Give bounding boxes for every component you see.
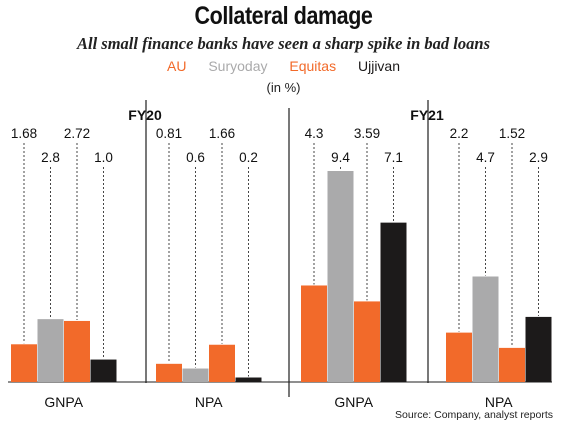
- data-label: 7.1: [384, 150, 403, 165]
- data-label: 1.68: [11, 126, 37, 141]
- data-label: 4.7: [476, 150, 495, 165]
- bar-au: [156, 363, 182, 382]
- data-label: 0.6: [186, 150, 205, 165]
- legend-suryoday: Suryoday: [208, 58, 268, 74]
- bar-equitas: [354, 301, 380, 382]
- data-label: 2.8: [41, 150, 60, 165]
- source-note: Source: Company, analyst reports: [395, 409, 553, 421]
- bar-suryoday: [37, 319, 64, 382]
- data-label: 4.3: [305, 126, 324, 141]
- bar-ujjivan: [380, 222, 407, 382]
- data-label: 1.52: [499, 126, 525, 141]
- bar-ujjivan: [90, 359, 117, 382]
- bar-equitas: [499, 347, 525, 382]
- bar-au: [301, 285, 327, 382]
- units-label: (in %): [266, 80, 301, 95]
- category-label-npa: NPA: [195, 394, 223, 410]
- chart-subtitle: All small finance banks have seen a shar…: [76, 34, 490, 53]
- category-label-gnpa: GNPA: [44, 394, 83, 410]
- data-label: 9.4: [331, 150, 350, 165]
- bar-au: [446, 332, 472, 382]
- legend-equitas: Equitas: [289, 58, 337, 74]
- bar-equitas: [64, 320, 90, 382]
- data-label: 2.9: [529, 150, 548, 165]
- data-label: 0.2: [239, 150, 258, 165]
- data-label: 1.0: [94, 150, 113, 165]
- bar-equitas: [209, 344, 235, 382]
- bar-ujjivan: [525, 316, 552, 382]
- panel-label-fy20: FY20: [128, 107, 162, 123]
- chart-title: Collateral damage: [194, 2, 373, 30]
- legend-ujjivan: Ujjivan: [357, 58, 400, 74]
- bar-suryoday: [472, 276, 499, 382]
- bar-suryoday: [182, 368, 209, 382]
- category-label-gnpa: GNPA: [334, 394, 373, 410]
- bar-au: [11, 344, 37, 382]
- data-label: 2.72: [64, 126, 90, 141]
- data-label: 3.59: [354, 126, 380, 141]
- legend-au: AU: [167, 58, 187, 74]
- data-label: 1.66: [209, 126, 235, 141]
- category-label-npa: NPA: [485, 394, 513, 410]
- data-label: 2.2: [450, 126, 469, 141]
- bar-ujjivan: [235, 377, 262, 382]
- data-label: 0.81: [156, 126, 182, 141]
- legend: AU Suryoday Equitas Ujjivan: [0, 58, 567, 74]
- bar-suryoday: [327, 171, 354, 382]
- panel-label-fy21: FY21: [410, 107, 444, 123]
